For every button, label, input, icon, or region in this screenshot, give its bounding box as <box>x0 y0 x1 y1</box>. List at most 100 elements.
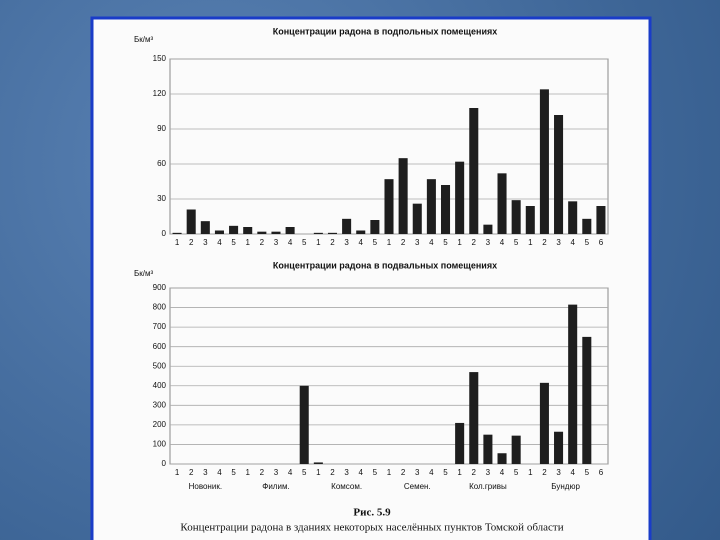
chart-title: Концентрации радона в подпольных помещен… <box>273 26 498 36</box>
x-tick-label: 1 <box>245 238 250 247</box>
x-tick-label: 2 <box>189 468 194 477</box>
chart-title: Концентрации радона в подвальных помещен… <box>273 260 497 270</box>
figure-number: Рис. 5.9 <box>353 507 391 519</box>
y-tick-label: 90 <box>157 124 166 133</box>
x-tick-label: 4 <box>500 468 505 477</box>
x-tick-label: 5 <box>585 468 590 477</box>
x-tick-label: 2 <box>189 238 194 247</box>
y-tick-label: 30 <box>157 194 166 203</box>
x-tick-label: 4 <box>288 238 293 247</box>
y-tick-label: 800 <box>153 303 167 312</box>
bar <box>285 227 295 234</box>
x-tick-label: 3 <box>486 468 491 477</box>
x-tick-label: 4 <box>500 238 505 247</box>
x-tick-label: 3 <box>344 468 349 477</box>
bar <box>596 206 606 234</box>
x-tick-label: 5 <box>585 238 590 247</box>
x-tick-label: 3 <box>274 468 279 477</box>
x-tick-label: 1 <box>387 238 392 247</box>
bar <box>313 462 323 464</box>
x-tick-label: 3 <box>486 238 491 247</box>
bar <box>568 304 578 464</box>
x-tick-label: 3 <box>556 468 561 477</box>
bar <box>356 230 366 234</box>
x-tick-label: 5 <box>302 238 307 247</box>
x-tick-label: 4 <box>288 468 293 477</box>
bar <box>229 225 239 234</box>
x-tick-label: 1 <box>457 468 462 477</box>
bar <box>469 372 479 464</box>
x-tick-label: 2 <box>472 238 477 247</box>
x-tick-label: 3 <box>203 238 208 247</box>
frame <box>90 16 652 540</box>
bar <box>497 173 507 234</box>
x-tick-label: 4 <box>570 468 575 477</box>
x-tick-label: 2 <box>260 468 265 477</box>
x-tick-label: 5 <box>443 468 448 477</box>
x-tick-label: 5 <box>514 238 519 247</box>
bar <box>384 179 394 234</box>
x-tick-label: 1 <box>245 468 250 477</box>
bar <box>455 422 465 464</box>
bar <box>483 434 493 464</box>
bar <box>525 206 535 234</box>
x-tick-label: 4 <box>359 468 364 477</box>
y-tick-label: 150 <box>153 54 167 63</box>
group-label: Семен. <box>404 482 431 491</box>
bar <box>342 218 352 234</box>
x-tick-label: 6 <box>599 468 604 477</box>
y-tick-label: 500 <box>153 361 167 370</box>
bar <box>398 158 408 234</box>
y-tick-label: 300 <box>153 400 167 409</box>
x-tick-label: 5 <box>302 468 307 477</box>
x-tick-label: 5 <box>443 238 448 247</box>
x-tick-label: 4 <box>429 468 434 477</box>
x-tick-label: 4 <box>429 238 434 247</box>
x-tick-label: 5 <box>231 468 236 477</box>
bar <box>554 431 564 464</box>
y-tick-label: 700 <box>153 322 167 331</box>
bar <box>511 200 521 234</box>
bar <box>539 382 549 464</box>
x-tick-label: 3 <box>203 468 208 477</box>
x-tick-label: 2 <box>472 468 477 477</box>
y-tick-label: 200 <box>153 420 167 429</box>
bar <box>243 227 253 234</box>
bar <box>582 218 592 234</box>
bar <box>313 232 323 234</box>
bar <box>257 231 267 234</box>
bar <box>582 336 592 464</box>
x-tick-label: 4 <box>217 468 222 477</box>
x-tick-label: 3 <box>344 238 349 247</box>
bar <box>426 179 436 234</box>
bar <box>511 435 521 464</box>
bar <box>554 115 564 234</box>
bar <box>469 108 479 234</box>
figure-caption: Концентрации радона в зданиях некоторых … <box>180 522 563 534</box>
x-tick-label: 6 <box>599 238 604 247</box>
x-tick-label: 1 <box>528 238 533 247</box>
y-tick-label: 0 <box>162 459 167 468</box>
group-label: Бундюр <box>551 482 580 491</box>
bar <box>200 221 210 234</box>
bar <box>370 220 380 234</box>
x-tick-label: 2 <box>401 238 406 247</box>
bar <box>568 201 578 234</box>
y-tick-label: 120 <box>153 89 167 98</box>
x-tick-label: 2 <box>542 238 547 247</box>
bar <box>271 231 281 234</box>
bar <box>299 385 309 464</box>
y-tick-label: 400 <box>153 381 167 390</box>
bar <box>483 224 493 234</box>
y-tick-label: 600 <box>153 342 167 351</box>
bar <box>327 232 338 234</box>
x-tick-label: 3 <box>415 238 420 247</box>
group-label: Комсом. <box>331 482 362 491</box>
x-tick-label: 1 <box>528 468 533 477</box>
bar <box>172 232 182 234</box>
y-tick-label: 900 <box>153 283 167 292</box>
x-tick-label: 5 <box>231 238 236 247</box>
bar <box>186 209 196 234</box>
